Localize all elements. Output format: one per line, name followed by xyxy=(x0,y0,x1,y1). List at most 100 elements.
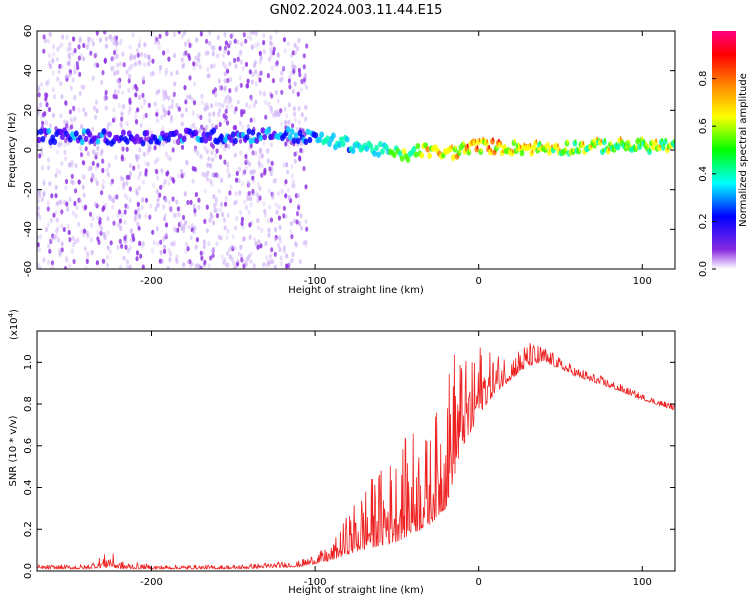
noise-speck xyxy=(50,193,54,199)
noise-speck xyxy=(72,105,76,111)
noise-speck xyxy=(226,250,230,257)
noise-speck xyxy=(197,204,201,210)
noise-speck xyxy=(63,149,67,155)
noise-speck xyxy=(189,235,193,241)
noise-speck xyxy=(289,70,293,76)
ridge-core xyxy=(502,148,504,153)
noise-speck xyxy=(151,58,155,64)
noise-speck xyxy=(154,206,158,212)
noise-speck xyxy=(90,37,94,43)
noise-speck xyxy=(96,145,100,151)
noise-speck xyxy=(114,155,118,161)
noise-speck xyxy=(123,219,127,225)
noise-speck xyxy=(149,203,153,209)
noise-speck xyxy=(113,116,117,122)
noise-speck xyxy=(77,55,81,61)
noise-speck xyxy=(264,240,268,247)
noise-speck xyxy=(109,240,113,246)
noise-speck xyxy=(211,172,215,178)
noise-speck xyxy=(239,59,243,65)
noise-speck xyxy=(291,88,295,94)
noise-speck xyxy=(252,103,256,109)
ridge-core xyxy=(643,139,645,144)
noise-speck xyxy=(60,223,64,229)
noise-speck xyxy=(165,171,169,177)
noise-speck xyxy=(70,248,74,254)
noise-speck xyxy=(165,31,169,37)
noise-speck xyxy=(265,255,269,261)
noise-speck xyxy=(200,93,204,99)
noise-speck xyxy=(270,93,274,99)
noise-speck xyxy=(304,184,308,190)
noise-speck xyxy=(225,234,229,241)
ridge-core xyxy=(572,147,575,152)
ridge-core xyxy=(637,137,640,142)
noise-speck xyxy=(141,179,146,185)
noise-speck xyxy=(68,69,73,75)
noise-speck xyxy=(73,48,77,54)
noise-speck xyxy=(170,103,174,110)
snr-series-line xyxy=(37,343,675,571)
noise-speck xyxy=(79,152,84,158)
ridge-mark xyxy=(313,132,319,139)
noise-speck xyxy=(113,70,117,76)
noise-speck xyxy=(171,176,175,182)
noise-speck xyxy=(71,180,75,186)
noise-speck xyxy=(233,265,237,269)
noise-speck xyxy=(211,253,215,259)
noise-speck xyxy=(42,48,46,54)
noise-speck xyxy=(128,197,132,203)
noise-speck xyxy=(258,147,263,153)
noise-speck xyxy=(224,40,228,46)
ridge-mark xyxy=(203,137,209,144)
noise-speck xyxy=(164,110,169,116)
noise-speck xyxy=(195,61,199,67)
noise-speck xyxy=(266,158,270,164)
noise-speck xyxy=(73,94,77,101)
noise-speck xyxy=(92,105,97,111)
noise-speck xyxy=(141,264,145,269)
noise-speck xyxy=(242,263,246,269)
noise-speck xyxy=(177,212,181,218)
noise-speck xyxy=(246,195,250,201)
ridge-core xyxy=(582,141,585,146)
noise-speck xyxy=(142,96,146,102)
noise-speck xyxy=(161,125,165,131)
noise-speck xyxy=(164,70,168,76)
ridge-mark xyxy=(397,150,403,157)
noise-speck xyxy=(78,38,82,44)
noise-speck xyxy=(94,99,99,105)
noise-speck xyxy=(108,34,112,40)
noise-speck xyxy=(112,107,116,113)
noise-speck xyxy=(223,48,227,54)
ridge-mark xyxy=(391,151,397,158)
noise-speck xyxy=(139,122,143,128)
ridge-mark xyxy=(105,139,111,146)
ridge-core xyxy=(468,148,471,153)
noise-speck xyxy=(252,31,256,35)
noise-speck xyxy=(136,163,141,170)
ridge-core xyxy=(455,145,457,150)
noise-speck xyxy=(68,72,73,78)
noise-speck xyxy=(68,197,72,203)
noise-speck xyxy=(184,248,188,255)
noise-speck xyxy=(118,209,122,215)
ridge-core xyxy=(665,137,667,142)
noise-speck xyxy=(81,204,85,210)
noise-speck xyxy=(209,142,214,148)
ridge-mark xyxy=(101,128,107,135)
noise-speck xyxy=(220,201,224,208)
ridge-mark xyxy=(378,140,383,148)
noise-speck xyxy=(209,255,213,261)
noise-speck xyxy=(64,156,68,162)
ridge-core xyxy=(596,136,598,141)
noise-speck xyxy=(228,88,232,94)
noise-speck xyxy=(238,190,242,196)
ridge-core xyxy=(608,147,610,152)
noise-speck xyxy=(187,38,191,45)
noise-speck xyxy=(223,45,228,51)
noise-speck xyxy=(132,165,136,171)
noise-speck xyxy=(233,38,237,44)
noise-speck xyxy=(298,156,302,162)
noise-speck xyxy=(116,78,120,84)
